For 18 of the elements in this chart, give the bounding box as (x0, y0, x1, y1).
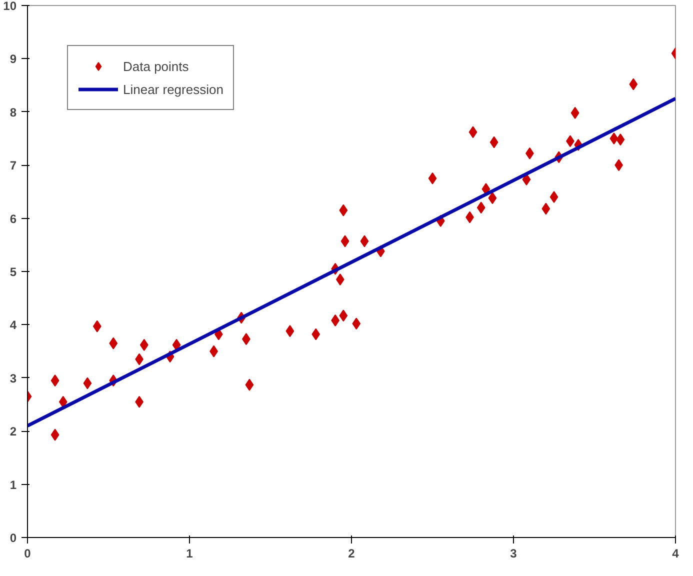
y-tick-label: 9 (10, 52, 17, 66)
y-tick-label: 6 (10, 212, 17, 226)
x-tick-label: 4 (672, 546, 680, 560)
x-tick-label: 1 (186, 546, 194, 560)
y-tick-label: 5 (10, 265, 17, 279)
y-tick-label: 7 (10, 158, 17, 173)
y-tick-label: 0 (10, 531, 17, 545)
y-tick-label: 3 (10, 371, 17, 386)
y-tick-label: 2 (10, 424, 17, 439)
y-tick-label: 4 (10, 318, 17, 332)
legend-label: Data points (123, 58, 189, 74)
x-tick-label: 2 (348, 546, 356, 560)
legend-label: Linear regression (123, 82, 224, 96)
y-tick-label: 10 (3, 0, 17, 13)
y-tick-label: 1 (10, 478, 17, 492)
x-tick-label: 0 (24, 546, 32, 560)
x-tick-label: 3 (510, 546, 518, 560)
y-tick-label: 8 (10, 105, 17, 120)
